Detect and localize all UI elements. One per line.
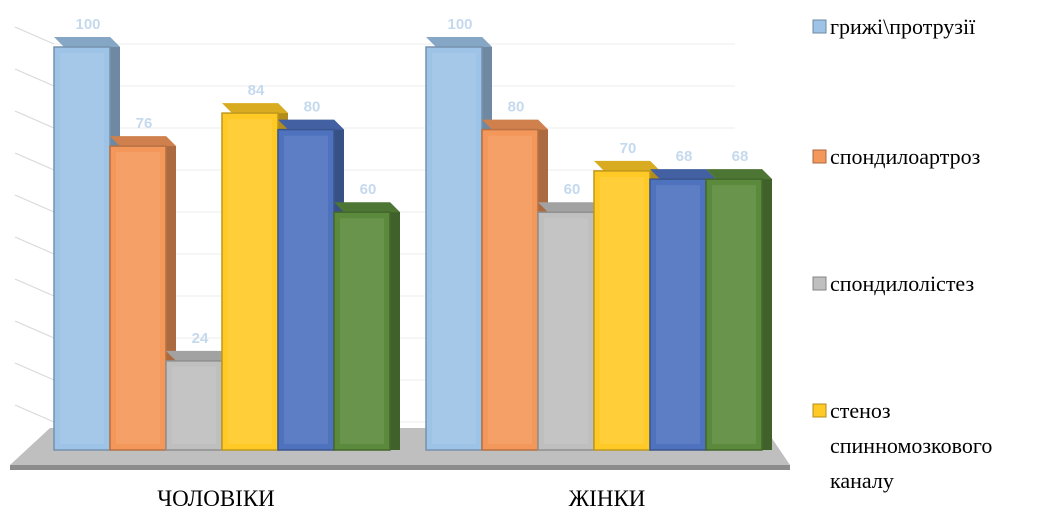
bar-top <box>426 37 492 47</box>
data-label: 68 <box>676 148 693 165</box>
bar-top <box>110 136 176 147</box>
data-label: 68 <box>732 148 749 165</box>
bar-highlight <box>284 135 328 444</box>
bar-top <box>482 119 548 130</box>
bar-highlight <box>544 218 588 444</box>
gridline-left <box>14 68 55 87</box>
bar-highlight <box>712 185 756 444</box>
data-label: 100 <box>447 16 472 33</box>
data-label: 70 <box>620 140 637 157</box>
gridline-left <box>14 278 55 297</box>
bar-top <box>54 37 120 47</box>
category-label: ЧОЛОВІКИ <box>157 486 275 511</box>
bar-top <box>278 119 344 130</box>
data-label: 60 <box>564 181 581 198</box>
gridline-left <box>14 26 55 45</box>
legend-label: стеноз <box>830 398 891 423</box>
bar-top <box>706 169 772 180</box>
gridline-left <box>14 110 55 129</box>
bar-top <box>650 169 716 180</box>
bar-top <box>594 160 660 171</box>
bar-highlight <box>340 218 384 444</box>
category-label: ЖІНКИ <box>569 486 646 511</box>
data-label: 100 <box>75 16 100 33</box>
gridline-left <box>14 152 55 171</box>
bar-highlight <box>60 53 104 444</box>
legend-swatch <box>812 149 827 164</box>
bar-highlight <box>228 119 272 444</box>
legend-swatch <box>812 19 827 34</box>
bar-highlight <box>488 135 532 444</box>
bars <box>53 37 772 451</box>
floor-edge <box>10 465 790 470</box>
data-label: 84 <box>248 82 265 99</box>
bar-top <box>222 103 288 114</box>
legend-label: спинномозкового <box>830 433 992 458</box>
category-labels: ЧОЛОВІКИ ЖІНКИ <box>157 486 645 511</box>
bar-top <box>166 350 232 361</box>
data-label: 80 <box>508 99 525 116</box>
legend-label: грижі\протрузії <box>830 14 976 39</box>
data-label: 80 <box>304 99 321 116</box>
gridline-left <box>14 404 55 423</box>
legend-label: спондилолістез <box>830 271 974 296</box>
bar-side <box>762 169 772 450</box>
bar-highlight <box>172 366 216 444</box>
legend-swatch <box>812 403 827 418</box>
data-labels: 100 76 24 84 80 60 100 80 60 70 68 68 <box>75 16 748 347</box>
legend: грижі\протрузії спондилоартроз спондилоліс… <box>812 14 992 493</box>
bar-highlight <box>656 185 700 444</box>
gridline-left <box>14 320 55 339</box>
data-label: 76 <box>136 115 153 132</box>
gridline-left <box>14 362 55 381</box>
bar-highlight <box>600 176 644 444</box>
bar-top <box>538 202 604 213</box>
bar-highlight <box>432 53 476 444</box>
bar-top <box>334 202 400 213</box>
legend-swatch <box>812 276 827 291</box>
bar-highlight <box>116 152 160 444</box>
legend-label: спондилоартроз <box>830 144 980 169</box>
bar-side <box>390 202 400 450</box>
gridline-left <box>14 194 55 213</box>
data-label: 60 <box>360 181 377 198</box>
gridline-left <box>14 236 55 255</box>
data-label: 24 <box>192 330 209 347</box>
legend-label: каналу <box>830 468 894 493</box>
